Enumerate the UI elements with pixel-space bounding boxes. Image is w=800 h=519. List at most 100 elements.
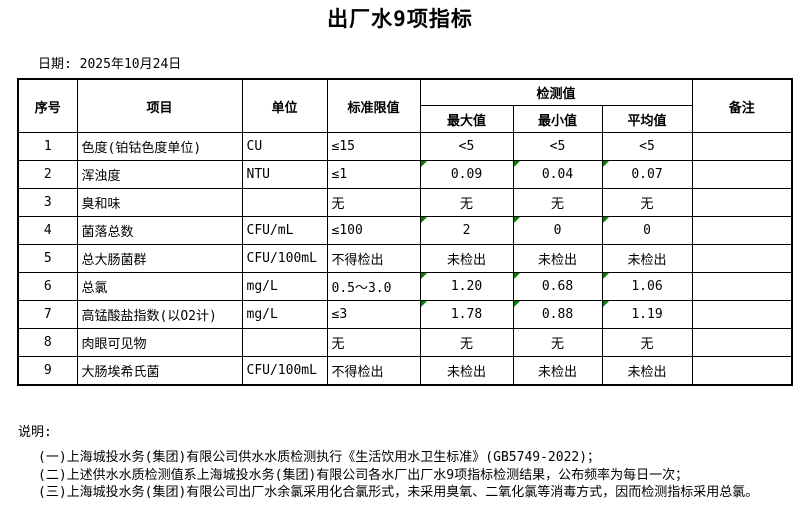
- cell-value: 1.06: [631, 279, 663, 294]
- cell-limit: ≤3: [326, 300, 421, 329]
- cell-min: <5: [512, 132, 603, 161]
- cell-seq: 7: [17, 300, 78, 329]
- header-unit: 单位: [241, 78, 328, 133]
- header-remark: 备注: [691, 78, 793, 133]
- header-limit: 标准限值: [326, 78, 421, 133]
- notes-label: 说明:: [18, 425, 52, 440]
- green-triangle-icon: [603, 273, 609, 279]
- cell-limit: 无: [326, 328, 421, 357]
- cell-avg: 1.06: [601, 272, 693, 301]
- cell-max: 1.78: [419, 300, 514, 329]
- note-item: (三)上海城投水务(集团)有限公司出厂水余氯采用化合氯形式，未采用臭氧、二氧化氯…: [38, 485, 759, 500]
- cell-unit: mg/L: [241, 272, 328, 301]
- green-triangle-icon: [514, 217, 520, 223]
- cell-unit: [241, 328, 328, 357]
- cell-remark: [691, 160, 793, 189]
- cell-item: 总氯: [76, 272, 243, 301]
- table-row: 1 色度(铂钴色度单位) CU ≤15 <5 <5 <5: [17, 132, 793, 161]
- cell-min: 未检出: [512, 244, 603, 273]
- cell-avg: 1.19: [601, 300, 693, 329]
- cell-max: 无: [419, 188, 514, 217]
- cell-limit: 无: [326, 188, 421, 217]
- cell-limit: ≤15: [326, 132, 421, 161]
- cell-seq: 4: [17, 216, 78, 245]
- cell-avg: <5: [601, 132, 693, 161]
- cell-seq: 1: [17, 132, 78, 161]
- cell-seq: 2: [17, 160, 78, 189]
- cell-value: 1.20: [450, 279, 483, 294]
- header-seq: 序号: [17, 78, 78, 133]
- cell-value: 2: [462, 223, 471, 238]
- cell-max: 未检出: [419, 244, 514, 273]
- date-value: 2025年10月24日: [79, 57, 182, 72]
- cell-max: 1.20: [419, 272, 514, 301]
- green-triangle-icon: [421, 161, 427, 167]
- cell-avg: 0: [601, 216, 693, 245]
- cell-max: <5: [419, 132, 514, 161]
- cell-unit: CFU/100mL: [241, 356, 328, 386]
- cell-value: 0.68: [541, 279, 574, 294]
- cell-item: 色度(铂钴色度单位): [76, 132, 243, 161]
- table-row: 9 大肠埃希氏菌 CFU/100mL 不得检出 未检出 未检出 未检出: [17, 356, 793, 386]
- header-row-2: 最大值 最小值 平均值: [18, 105, 792, 133]
- cell-value: 0: [553, 223, 562, 238]
- green-triangle-icon: [603, 161, 609, 167]
- cell-max: 未检出: [419, 356, 514, 386]
- cell-unit: [241, 188, 328, 217]
- cell-unit: CU: [241, 132, 328, 161]
- header-item: 项目: [76, 78, 243, 133]
- table-row: 4 菌落总数 CFU/mL ≤100 2 0 0: [17, 216, 793, 245]
- cell-limit: ≤1: [326, 160, 421, 189]
- cell-remark: [691, 356, 793, 386]
- green-triangle-icon: [514, 273, 520, 279]
- cell-seq: 9: [17, 356, 78, 386]
- cell-avg: 未检出: [601, 356, 693, 386]
- cell-value: 0.04: [541, 167, 574, 182]
- notes-list: (一)上海城投水务(集团)有限公司供水水质检测执行《生活饮用水卫生标准》(GB5…: [38, 449, 758, 502]
- cell-max: 无: [419, 328, 514, 357]
- cell-max: 0.09: [419, 160, 514, 189]
- header-detection: 检测值: [419, 78, 693, 106]
- table-row: 5 总大肠菌群 CFU/100mL 不得检出 未检出 未检出 未检出: [17, 244, 793, 273]
- cell-unit: mg/L: [241, 300, 328, 329]
- table-row: 7 高锰酸盐指数(以O2计) mg/L ≤3 1.78 0.88 1.19: [17, 300, 793, 329]
- cell-remark: [691, 244, 793, 273]
- header-max: 最大值: [419, 105, 514, 133]
- date-label: 日期:: [38, 57, 72, 72]
- cell-avg: 未检出: [601, 244, 693, 273]
- cell-item: 高锰酸盐指数(以O2计): [76, 300, 243, 329]
- cell-seq: 8: [17, 328, 78, 357]
- cell-item: 总大肠菌群: [76, 244, 243, 273]
- cell-remark: [691, 272, 793, 301]
- cell-min: 未检出: [512, 356, 603, 386]
- cell-min: 0.88: [512, 300, 603, 329]
- cell-value: 0.09: [450, 167, 483, 182]
- cell-value: 0: [643, 223, 651, 238]
- green-triangle-icon: [421, 273, 427, 279]
- cell-avg: 无: [601, 188, 693, 217]
- cell-avg: 无: [601, 328, 693, 357]
- header-avg: 平均值: [601, 105, 693, 133]
- note-item: (二)上述供水水质检测值系上海城投水务(集团)有限公司各水厂出厂水9项指标检测结…: [38, 467, 689, 483]
- cell-seq: 5: [17, 244, 78, 273]
- cell-seq: 6: [17, 272, 78, 301]
- cell-remark: [691, 300, 793, 329]
- cell-value: 1.19: [631, 307, 663, 322]
- cell-min: 无: [512, 328, 603, 357]
- cell-min: 0.68: [512, 272, 603, 301]
- indicators-table: 序号 项目 单位 标准限值 检测值 备注 最大值 最小值 平均值 1 色度(铂钴…: [17, 78, 793, 386]
- cell-min: 无: [512, 188, 603, 217]
- page-title: 出厂水9项指标: [327, 7, 473, 31]
- cell-seq: 3: [17, 188, 78, 217]
- cell-limit: ≤100: [326, 216, 421, 245]
- green-triangle-icon: [514, 301, 520, 307]
- table-row: 2 浑浊度 NTU ≤1 0.09 0.04 0.07: [17, 160, 793, 189]
- cell-remark: [691, 188, 793, 217]
- green-triangle-icon: [603, 301, 609, 307]
- green-triangle-icon: [514, 161, 520, 167]
- cell-unit: CFU/mL: [241, 216, 328, 245]
- cell-item: 大肠埃希氏菌: [76, 356, 243, 386]
- cell-limit: 不得检出: [326, 356, 421, 386]
- cell-max: 2: [419, 216, 514, 245]
- header-min: 最小值: [512, 105, 603, 133]
